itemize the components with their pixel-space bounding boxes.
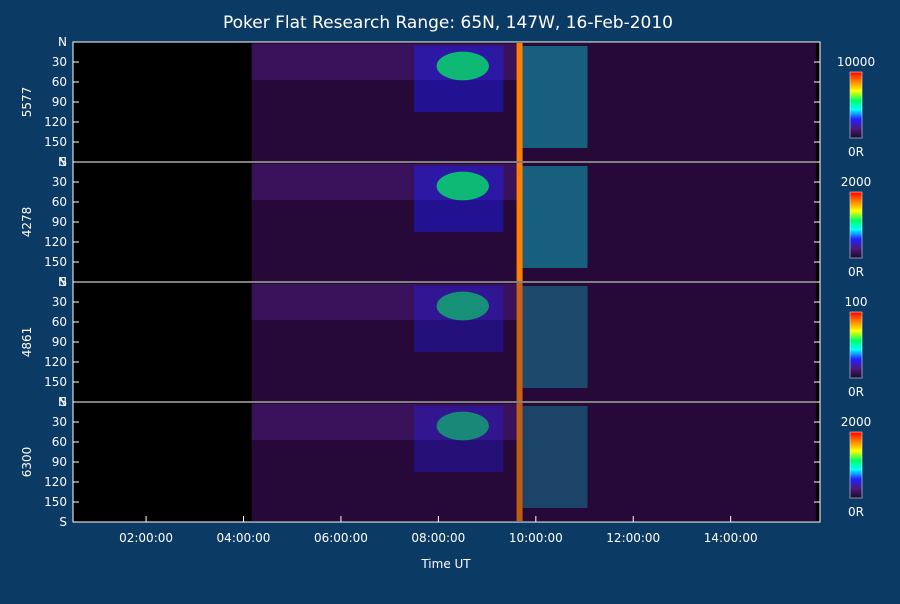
y-tick-label: 30: [52, 175, 67, 189]
pre-breakup-activity: [414, 406, 504, 472]
y-tick-label: 60: [52, 435, 67, 449]
panel-ylabel: 5577: [20, 87, 34, 118]
x-tick-label: 14:00:00: [704, 531, 758, 545]
panel-ylabel: 4861: [20, 327, 34, 358]
y-tick-label: 150: [44, 135, 67, 149]
colorbar-min-label: 0R: [848, 505, 864, 519]
y-tick-label: 150: [44, 495, 67, 509]
breakup-streak: [516, 403, 523, 521]
y-tick-label: 120: [44, 475, 67, 489]
breakup-streak: [516, 163, 523, 281]
colorbar-max-label: 2000: [841, 415, 872, 429]
y-tick-label: 90: [52, 455, 67, 469]
y-tick-label: S: [59, 275, 67, 289]
keogram-panel: N 30 60 90 120 150 S 6300 2000 0R: [20, 395, 871, 529]
chart-title: Poker Flat Research Range: 65N, 147W, 16…: [223, 13, 673, 33]
panel-ylabel: 6300: [20, 447, 34, 478]
arc-hotspot: [436, 411, 489, 441]
post-breakup-emission: [522, 406, 588, 508]
post-breakup-emission: [522, 166, 588, 268]
x-tick-label: 02:00:00: [119, 531, 173, 545]
colorbar-min-label: 0R: [848, 145, 864, 159]
y-tick-label: 120: [44, 355, 67, 369]
y-tick-label: S: [59, 395, 67, 409]
x-tick-label: 12:00:00: [606, 531, 660, 545]
y-tick-label: 90: [52, 335, 67, 349]
y-tick-label: 150: [44, 375, 67, 389]
y-tick-label: N: [58, 395, 67, 409]
x-axis-label: Time UT: [420, 557, 471, 571]
colorbar: [849, 431, 863, 499]
y-tick-label: 30: [52, 415, 67, 429]
north-band: [251, 404, 520, 440]
post-breakup-emission: [522, 286, 588, 388]
breakup-streak: [516, 43, 523, 161]
y-tick-label: N: [58, 275, 67, 289]
y-tick-label: 60: [52, 315, 67, 329]
arc-hotspot: [436, 291, 489, 321]
post-breakup-emission: [522, 46, 588, 148]
y-tick-label: 30: [52, 295, 67, 309]
arc-hotspot: [436, 171, 489, 201]
y-tick-label: 120: [44, 115, 67, 129]
y-tick-label: N: [58, 155, 67, 169]
y-tick-label: S: [59, 155, 67, 169]
colorbar-max-label: 2000: [841, 175, 872, 189]
y-tick-label: 60: [52, 195, 67, 209]
colorbar-min-label: 0R: [848, 265, 864, 279]
colorbar: [849, 191, 863, 259]
y-tick-label: N: [58, 35, 67, 49]
colorbar-min-label: 0R: [848, 385, 864, 399]
colorbar: [849, 71, 863, 139]
x-tick-label: 10:00:00: [509, 531, 563, 545]
y-tick-label: 60: [52, 75, 67, 89]
breakup-streak: [516, 283, 523, 401]
colorbar-max-label: 100: [845, 295, 868, 309]
x-tick-label: 04:00:00: [217, 531, 271, 545]
arc-hotspot: [436, 51, 489, 81]
y-tick-label: S: [59, 515, 67, 529]
y-tick-label: 90: [52, 95, 67, 109]
panel-ylabel: 4278: [20, 207, 34, 238]
y-tick-label: 120: [44, 235, 67, 249]
keogram-panel: N 30 60 90 120 150 S 5577 10000 0R: [20, 35, 875, 169]
x-tick-label: 08:00:00: [411, 531, 465, 545]
colorbar-max-label: 10000: [837, 55, 875, 69]
keogram-panel: N 30 60 90 120 150 S 4861 100 0R: [20, 275, 867, 409]
y-tick-label: 150: [44, 255, 67, 269]
y-tick-label: 30: [52, 55, 67, 69]
colorbar: [849, 311, 863, 379]
x-tick-label: 06:00:00: [314, 531, 368, 545]
y-tick-label: 90: [52, 215, 67, 229]
keogram-panel: N 30 60 90 120 150 S 4278 2000 0R: [20, 155, 871, 289]
